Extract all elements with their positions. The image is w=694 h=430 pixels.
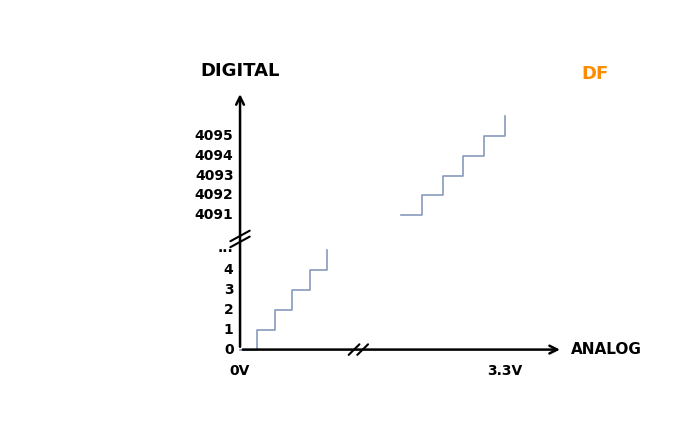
Text: 4094: 4094 bbox=[195, 149, 234, 163]
Text: DF: DF bbox=[581, 65, 609, 83]
Text: DIGITAL: DIGITAL bbox=[201, 62, 280, 80]
Text: 0: 0 bbox=[224, 343, 234, 356]
Text: 4091: 4091 bbox=[195, 208, 234, 222]
Text: 3.3V: 3.3V bbox=[487, 365, 523, 378]
Text: 4: 4 bbox=[224, 263, 234, 277]
Text: 1: 1 bbox=[224, 323, 234, 337]
Text: ...: ... bbox=[218, 241, 234, 255]
Text: 0V: 0V bbox=[230, 365, 251, 378]
Text: 4095: 4095 bbox=[195, 129, 234, 143]
Text: 4092: 4092 bbox=[195, 188, 234, 203]
Text: ANALOG: ANALOG bbox=[570, 342, 642, 357]
Text: 3: 3 bbox=[224, 283, 234, 297]
Text: 4093: 4093 bbox=[195, 169, 234, 183]
Text: 2: 2 bbox=[224, 303, 234, 317]
